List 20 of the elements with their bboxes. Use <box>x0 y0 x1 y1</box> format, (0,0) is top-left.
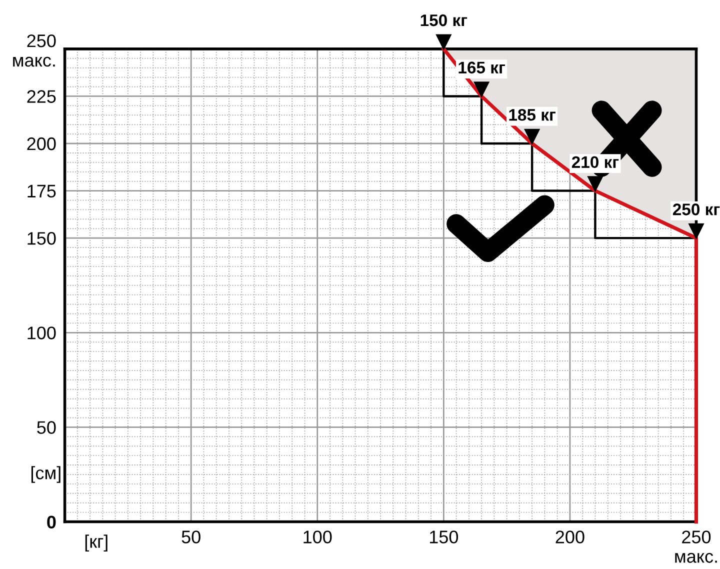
y-tick-label: 150 <box>28 232 56 245</box>
x-tick-label: 100 <box>304 530 332 544</box>
x-tick-label: 50 <box>182 530 200 544</box>
x-tick-label: 250 макс. <box>675 530 717 563</box>
annotation: 165 кг <box>458 62 505 74</box>
y-tick-label: 0 <box>47 516 56 528</box>
y-tick-label: 250 макс. <box>13 34 56 67</box>
annotation: 150 кг <box>420 14 468 26</box>
y-axis-title: [см] <box>31 466 60 483</box>
annotation: 185 кг <box>509 108 556 121</box>
y-tick-label: 175 <box>28 184 56 198</box>
y-tick-label: 100 <box>28 326 56 340</box>
x-axis-title: [кг] <box>85 534 108 552</box>
x-tick-label: 200 <box>556 530 584 544</box>
annotation: 250 кг <box>672 204 720 216</box>
y-tick-label: 225 <box>27 90 56 103</box>
y-tick-label: 200 <box>27 137 56 150</box>
x-tick-label: 150 <box>430 530 458 544</box>
annotation: 210 кг <box>572 156 619 168</box>
y-tick-label: 50 <box>37 421 56 434</box>
